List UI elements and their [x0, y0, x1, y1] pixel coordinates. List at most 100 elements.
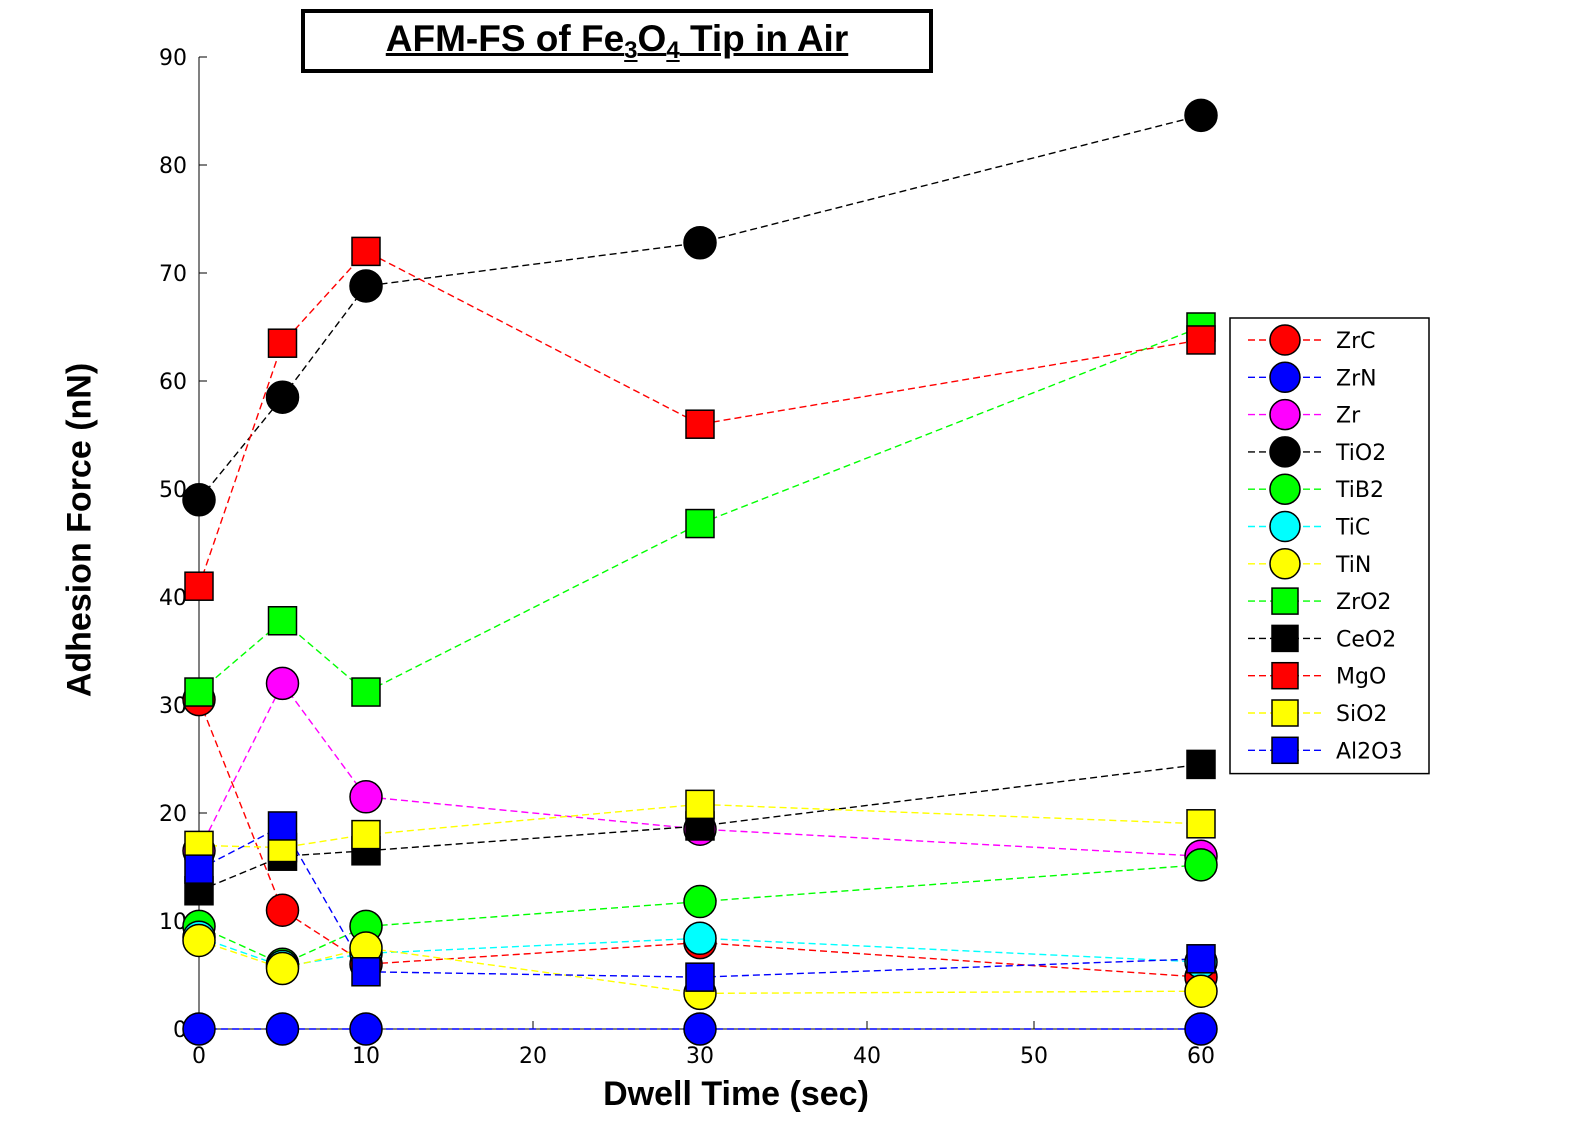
- data-point-mgo: [351, 236, 381, 267]
- legend-item-zro2: ZrO2: [1248, 587, 1391, 615]
- legend-marker: [1269, 324, 1301, 356]
- legend-item-ceo2: CeO2: [1248, 624, 1396, 653]
- x-axis-label: Dwell Time (sec): [603, 1075, 869, 1113]
- x-tick-label: 10: [352, 1044, 380, 1069]
- series-tio2: [198, 114, 1202, 501]
- y-tick-label: 20: [159, 802, 187, 827]
- series-markers-mgo: [184, 236, 1216, 601]
- data-point-tib2: [1184, 848, 1218, 882]
- data-point-mgo: [267, 328, 298, 358]
- data-point-zrc: [265, 893, 300, 927]
- data-point-tio2: [1184, 98, 1218, 133]
- legend-item-mgo: MgO: [1248, 661, 1386, 690]
- legend-item-tin: TiN: [1248, 548, 1371, 580]
- chart-title: AFM-FS of Fe3O4 Tip in Air: [385, 17, 849, 64]
- legend-item-al2o3: Al2O3: [1248, 736, 1402, 765]
- series-ceo2: [198, 763, 1202, 892]
- series-zro2: [198, 326, 1202, 693]
- legend-marker: [1271, 587, 1299, 615]
- data-point-mgo: [184, 571, 214, 601]
- data-point-ceo2: [1186, 749, 1216, 780]
- series-mgo: [198, 250, 1202, 587]
- legend-marker: [1269, 436, 1301, 468]
- y-axis-label: Adhesion Force (nN): [60, 362, 99, 698]
- y-tick-label: 70: [159, 262, 187, 287]
- legend-label: Al2O3: [1336, 739, 1402, 764]
- series-line-al2o3: [198, 825, 1202, 978]
- data-point-zrn: [1184, 1012, 1218, 1046]
- data-point-al2o3: [267, 811, 298, 841]
- data-point-zrn: [349, 1012, 383, 1046]
- series-markers-ceo2: [184, 749, 1216, 906]
- data-point-mgo: [685, 409, 715, 439]
- legend-label: TiN: [1335, 553, 1371, 578]
- legend-label: ZrC: [1336, 329, 1375, 354]
- plot-series: [182, 98, 1218, 1046]
- series-tic: [198, 936, 1202, 968]
- series-line-tic: [198, 936, 1202, 968]
- series-tin: [198, 939, 1202, 995]
- legend-label: ZrN: [1336, 366, 1377, 391]
- data-point-tin: [182, 923, 216, 958]
- series-line-tin: [198, 939, 1202, 995]
- data-point-zrn: [182, 1012, 216, 1046]
- legend-box: [1229, 317, 1430, 775]
- series-markers-tio2: [182, 98, 1218, 517]
- legend-item-tic: TiC: [1248, 510, 1370, 543]
- data-point-zr: [265, 666, 300, 701]
- series-markers-zrn: [182, 1012, 1218, 1046]
- y-tick-label: 10: [159, 910, 187, 935]
- legend-marker: [1269, 548, 1301, 580]
- series-al2o3: [198, 825, 1202, 978]
- legend-label: SiO2: [1336, 702, 1387, 727]
- x-tick-label: 20: [519, 1044, 547, 1069]
- x-tick-label: 40: [853, 1044, 881, 1069]
- legend-label: TiC: [1335, 516, 1370, 541]
- data-point-zro2: [184, 677, 214, 707]
- y-tick-label: 80: [159, 154, 187, 179]
- series-markers-zr: [182, 666, 1218, 873]
- data-point-zrn: [265, 1012, 300, 1046]
- legend-marker: [1271, 624, 1299, 653]
- data-point-mgo: [1186, 325, 1216, 355]
- data-point-tic: [683, 921, 717, 956]
- series-markers-zro2: [184, 312, 1216, 707]
- legend-item-tio2: TiO2: [1248, 436, 1386, 468]
- data-point-al2o3: [351, 957, 381, 987]
- legend-label: TiO2: [1335, 441, 1386, 466]
- series-line-tio2: [198, 114, 1202, 501]
- series-markers-tib2: [182, 848, 1218, 981]
- legend-label: TiB2: [1335, 478, 1384, 503]
- series-line-mgo: [198, 250, 1202, 587]
- legend-label: Zr: [1336, 404, 1361, 429]
- legend-marker: [1271, 699, 1299, 727]
- data-point-al2o3: [1186, 944, 1216, 974]
- y-tick-label: 60: [159, 370, 187, 395]
- legend-label: MgO: [1336, 665, 1386, 690]
- data-point-tio2: [349, 269, 383, 303]
- legend-marker: [1271, 736, 1299, 765]
- series-line-tib2: [198, 864, 1202, 965]
- data-point-tib2: [683, 884, 717, 919]
- series-line-zro2: [198, 326, 1202, 693]
- data-point-al2o3: [685, 962, 715, 992]
- x-tick-label: 0: [192, 1044, 206, 1069]
- data-point-tio2: [265, 380, 300, 414]
- x-tick-label: 30: [686, 1044, 714, 1069]
- x-tick-label: 50: [1020, 1044, 1048, 1069]
- series-zr: [198, 682, 1202, 857]
- data-point-sio2: [685, 789, 715, 820]
- data-point-sio2: [1186, 809, 1216, 839]
- legend-marker: [1269, 361, 1301, 394]
- legend-item-tib2: TiB2: [1248, 473, 1384, 505]
- legend-item-zr: Zr: [1248, 398, 1361, 431]
- legend-label: ZrO2: [1336, 590, 1391, 615]
- series-tib2: [198, 864, 1202, 965]
- data-point-zro2: [351, 677, 381, 707]
- series-line-ceo2: [198, 763, 1202, 892]
- data-point-tio2: [182, 483, 216, 517]
- x-tick-label: 60: [1187, 1044, 1215, 1069]
- chart-title-box: AFM-FS of Fe3O4 Tip in Air: [301, 9, 933, 73]
